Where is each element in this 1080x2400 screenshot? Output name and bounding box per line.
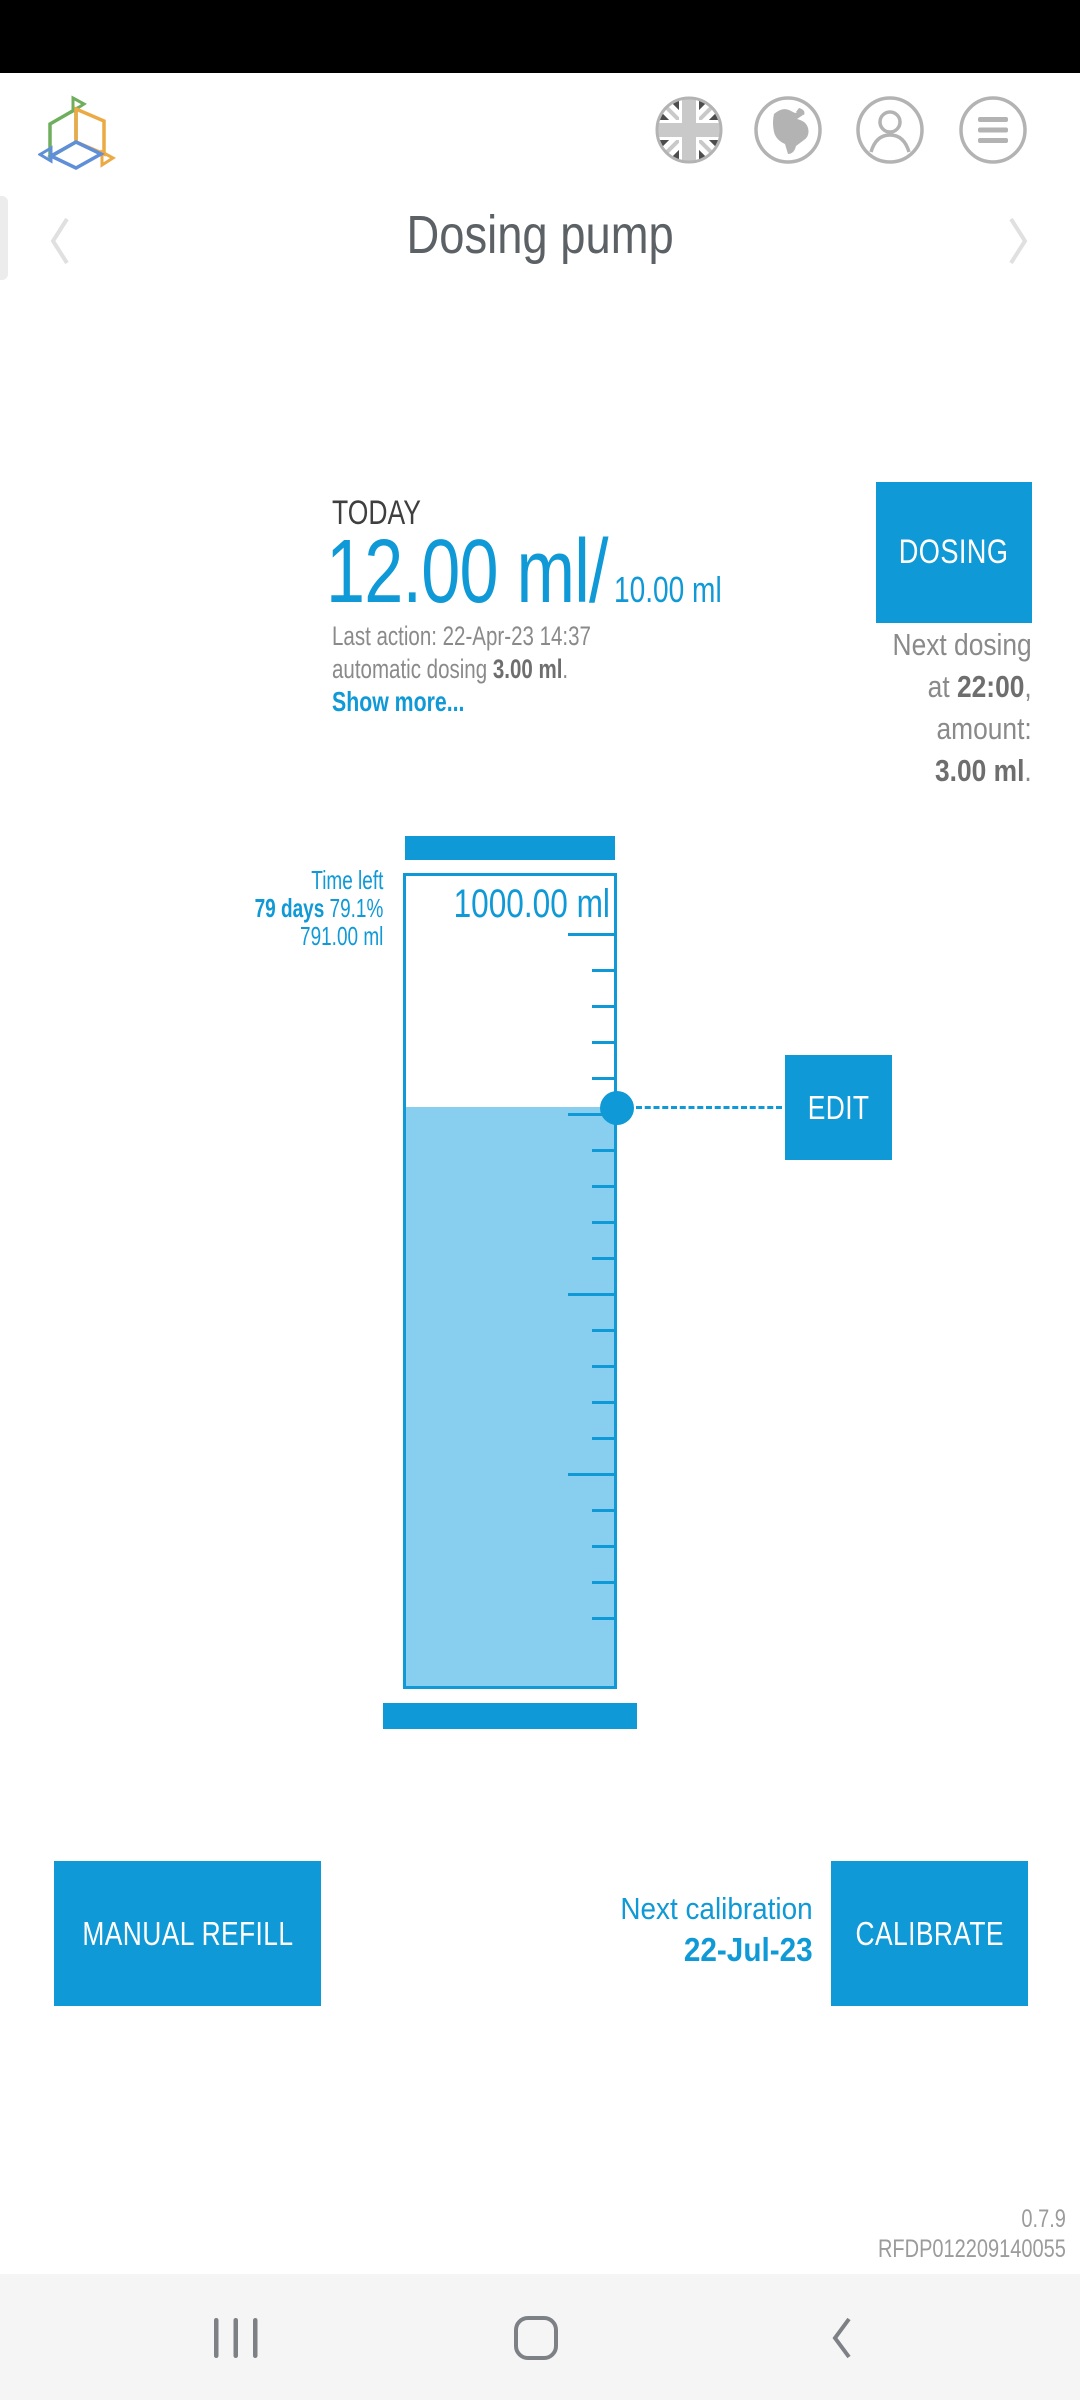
app-logo-icon — [38, 95, 116, 170]
next-dosing-info: Next dosing at 22:00, amount: 3.00 ml. — [892, 627, 1032, 788]
time-left-info: Time left 79 days 79.1% 791.00 ml — [254, 865, 383, 951]
show-more-link[interactable]: Show more... — [332, 686, 506, 718]
last-action-text: Last action: 22-Apr-23 14:37 automatic d… — [332, 621, 591, 684]
tank-tick — [592, 1185, 614, 1188]
device-id: RFDP012209140055 — [878, 2235, 1066, 2263]
chevron-right-icon[interactable] — [1004, 214, 1032, 268]
tank-tick — [592, 1545, 614, 1548]
level-connector-line — [636, 1106, 782, 1109]
tank-tick — [592, 1401, 614, 1404]
tank-tick — [568, 1473, 614, 1476]
tank-tick — [592, 1365, 614, 1368]
recents-icon[interactable] — [213, 2316, 259, 2360]
status-bar — [0, 0, 1080, 73]
edit-level-button[interactable]: EDIT — [785, 1055, 892, 1160]
dosing-button[interactable]: DOSING — [876, 482, 1032, 623]
manual-refill-button[interactable]: MANUAL REFILL — [54, 1861, 321, 2006]
android-nav-bar — [0, 2274, 1080, 2400]
tank-tick — [592, 1149, 614, 1152]
back-icon[interactable] — [829, 2316, 855, 2360]
tank-tick — [592, 1077, 614, 1080]
dosed-today-value: 12.00 ml/ — [326, 522, 609, 622]
tank-tick — [592, 1509, 614, 1512]
tank-cap — [405, 836, 615, 860]
tank-tick — [592, 1005, 614, 1008]
language-uk-flag-icon[interactable] — [653, 94, 725, 166]
tank-tick — [592, 969, 614, 972]
tank-tick — [568, 933, 614, 936]
app-version: 0.7.9 — [1021, 2205, 1066, 2233]
next-calibration-info: Next calibration 22-Jul-23 — [620, 1891, 813, 1968]
tank-tick — [592, 1581, 614, 1584]
tank-tick — [592, 1257, 614, 1260]
menu-icon[interactable] — [957, 94, 1029, 166]
today-dosing-values: 12.00 ml/ 10.00 ml — [326, 522, 833, 622]
tank-capacity-label: 1000.00 ml — [453, 882, 610, 926]
tank-tick — [568, 1113, 614, 1116]
tank-tick — [592, 1437, 614, 1440]
page-swipe-indicator — [0, 196, 8, 280]
title-bar: Dosing pump — [0, 205, 1080, 265]
page-title: Dosing pump — [406, 205, 674, 265]
level-handle[interactable] — [600, 1091, 634, 1125]
chevron-left-icon[interactable] — [46, 214, 74, 268]
tank-tick — [592, 1329, 614, 1332]
home-icon[interactable] — [514, 2316, 558, 2360]
tank-tick — [592, 1617, 614, 1620]
tank-tick — [592, 1041, 614, 1044]
daily-plan-value: 10.00 ml — [613, 569, 722, 610]
today-label: TODAY — [332, 494, 421, 532]
tank-fill-level — [406, 1106, 614, 1686]
tank-tick — [592, 1221, 614, 1224]
tank-gauge: 1000.00 ml — [403, 873, 617, 1689]
tank-base — [383, 1703, 637, 1729]
profile-icon[interactable] — [854, 94, 926, 166]
globe-icon[interactable] — [752, 94, 824, 166]
calibrate-button[interactable]: CALIBRATE — [831, 1861, 1028, 2006]
tank-tick — [568, 1293, 614, 1296]
version-info: 0.7.9 RFDP012209140055 — [666, 2204, 1066, 2264]
